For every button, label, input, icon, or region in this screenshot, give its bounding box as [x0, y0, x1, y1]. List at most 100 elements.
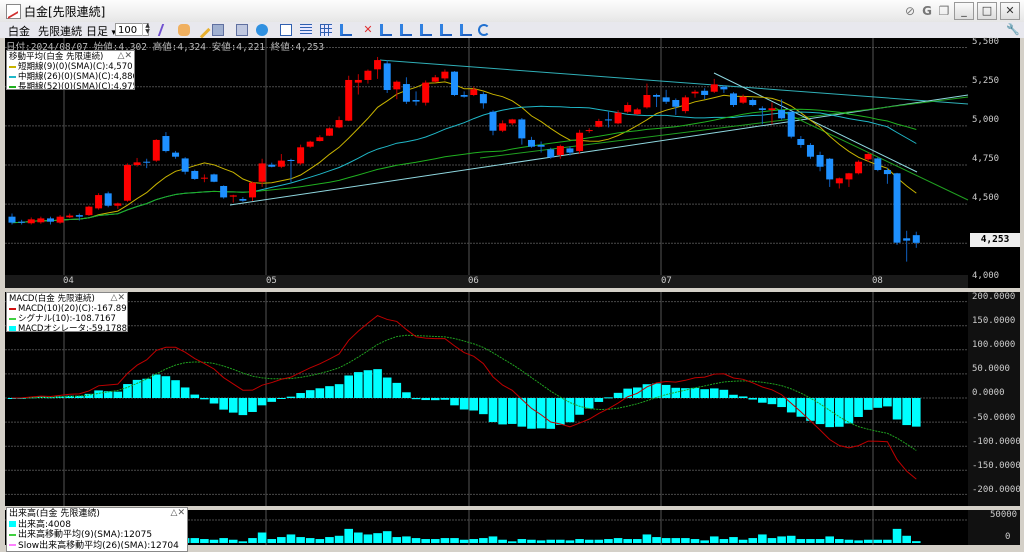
volume-bar [633, 539, 642, 543]
candle-body [402, 84, 410, 102]
pencil-icon[interactable] [193, 21, 211, 39]
candle-body [143, 161, 151, 163]
chart-2-icon[interactable] [400, 24, 412, 36]
ma-legend-long: 長期線(52)(0)(SMA)(C):4,975 [9, 82, 134, 89]
volume-bar [892, 528, 902, 543]
candle-body [489, 111, 497, 131]
macd-tick: 200.0000 [972, 292, 1016, 302]
volume-bar [238, 541, 248, 543]
delete-chart-icon[interactable]: ✕ [363, 23, 373, 36]
contract-selector[interactable]: 先限連続 [38, 25, 82, 38]
chart-1-icon[interactable] [380, 24, 392, 36]
price-tick: 5,000 [972, 115, 1000, 125]
chart-frame-icon[interactable] [280, 24, 292, 36]
chart-4-icon[interactable] [440, 24, 452, 36]
candle-body [806, 144, 814, 157]
trendline [713, 72, 918, 173]
candle-body [691, 91, 699, 94]
oscillator-bar [498, 398, 507, 425]
oscillator-bar [584, 398, 594, 409]
candle-body [220, 185, 228, 198]
candle-body [316, 137, 324, 142]
grid-icon[interactable] [300, 24, 312, 36]
price-tick: 4,500 [972, 193, 1000, 203]
bar-chart-dropdown-icon[interactable] [340, 24, 352, 36]
hand-icon[interactable] [178, 24, 190, 36]
chart-5-icon[interactable] [460, 24, 472, 36]
macd-tick: 150.0000 [972, 316, 1016, 327]
volume-legend-ma9: 出来高移動平均(9)(SMA):12075 [9, 530, 185, 541]
oscillator-bar [7, 398, 17, 399]
candle-body [297, 147, 305, 164]
oscillator-bar [604, 397, 613, 399]
ma-legend[interactable]: 移動平均(白金 先限連続) △✕ 短期線(9)(0)(SMA)(C):4,570… [6, 50, 135, 90]
bar-count-input[interactable]: 100 [115, 23, 149, 36]
chart-3-icon[interactable] [420, 24, 432, 36]
link-icon[interactable]: ⊘ [904, 4, 916, 18]
volume-legend[interactable]: 出来高(白金 先限連続) △✕ 出来高:4008 出来高移動平均(9)(SMA)… [6, 507, 188, 552]
wrench-icon[interactable]: 🔧 [1006, 23, 1020, 36]
volume-bar [623, 539, 632, 543]
oscillator-bar [806, 398, 815, 421]
candle-body [249, 182, 256, 198]
refresh-icon[interactable]: G [922, 4, 932, 18]
oscillator-bar [103, 391, 113, 398]
maximize-button[interactable]: □ [977, 2, 997, 20]
volume-slow-ma-swatch [9, 544, 16, 546]
volume-bar [565, 540, 575, 543]
commodity-selector[interactable]: 白金 [8, 25, 30, 38]
oscillator-bar [373, 369, 382, 398]
oscillator-bar [767, 398, 777, 405]
oscillator-bar [479, 398, 488, 415]
candle-body [306, 141, 314, 147]
price-tick: 5,250 [972, 76, 1000, 86]
ma-line-52 [11, 108, 917, 224]
window-icon[interactable]: ❐ [938, 4, 950, 18]
oscillator-bar [892, 398, 902, 420]
window-title: 白金[先限連続] [24, 5, 106, 19]
reload-icon[interactable] [478, 24, 490, 36]
candle-body [797, 139, 805, 145]
table-icon[interactable] [320, 24, 332, 36]
legend-collapse-close-icon[interactable]: △✕ [110, 293, 125, 303]
circle-up-icon[interactable] [256, 24, 268, 36]
candle-body [412, 100, 420, 102]
volume-bar [815, 539, 825, 543]
candle-body [345, 79, 353, 121]
chart-app-icon [6, 4, 21, 19]
close-button[interactable]: ✕ [1000, 2, 1020, 20]
period-dropdown[interactable]: 日足 ▾ [86, 23, 116, 39]
volume-bar [835, 539, 844, 543]
candle-body [624, 105, 632, 112]
volume-bar [854, 540, 863, 543]
macd-legend[interactable]: MACD(白金 先限連続) △✕ MACD(10)(20)(C):-167.89… [6, 292, 128, 332]
legend-collapse-close-icon[interactable]: △✕ [117, 51, 132, 61]
oscillator-bar [46, 397, 55, 399]
volume-bar [748, 538, 758, 543]
oscillator-bar [344, 375, 353, 398]
volume-bar [219, 538, 228, 543]
volume-legend-volume: 出来高:4008 [9, 520, 185, 531]
volume-bar [873, 539, 883, 543]
candle-body [374, 60, 382, 70]
legend-collapse-close-icon[interactable]: △✕ [170, 508, 185, 518]
oscillator-bar [267, 398, 277, 402]
candle-body [864, 154, 872, 160]
chart-canvas[interactable] [0, 38, 1024, 552]
title-bar: 白金[先限連続] ⊘ G ❐ _ □ ✕ [0, 0, 1024, 23]
bar-count-stepper[interactable]: ▲ ▼ [142, 23, 152, 36]
line-draw-icon[interactable] [212, 24, 224, 36]
volume-bar [786, 535, 796, 543]
volume-bar [488, 536, 498, 543]
select-arrow-icon[interactable] [157, 24, 175, 36]
volume-bar [604, 539, 613, 543]
oscillator-bar [161, 376, 171, 398]
crosshair-icon[interactable] [236, 24, 248, 36]
candle-body [710, 84, 718, 92]
minimize-button[interactable]: _ [954, 2, 974, 20]
candle-body [508, 119, 516, 124]
volume-bar [777, 536, 786, 543]
volume-bar [382, 531, 392, 543]
volume-bar [440, 538, 450, 543]
candle-body [604, 119, 612, 121]
